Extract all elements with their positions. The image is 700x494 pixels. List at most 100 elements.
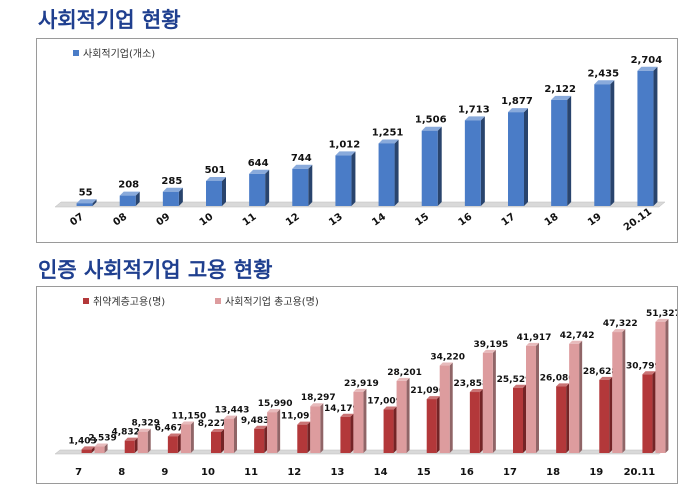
x-tick-label: 14 — [374, 467, 388, 478]
bar-top — [569, 340, 583, 344]
x-tick-label: 15 — [417, 467, 431, 478]
data-label: 644 — [248, 158, 269, 169]
bar-vulnerable — [211, 431, 221, 453]
bar-side — [308, 164, 313, 206]
data-label: 8,227 — [198, 419, 226, 429]
data-label: 14,179 — [324, 404, 359, 414]
bar-side — [406, 377, 410, 453]
bar-side — [221, 428, 224, 453]
bar-top — [310, 403, 324, 407]
legend-swatch-total — [215, 298, 221, 304]
bar-top — [167, 433, 181, 437]
data-label: 28,628 — [583, 367, 618, 377]
bar-top — [206, 176, 226, 181]
bar-total — [396, 380, 407, 453]
bar-total — [526, 345, 536, 453]
bar-top — [642, 371, 656, 375]
bar-top — [464, 116, 485, 121]
bar-top — [249, 169, 270, 174]
bar-side — [622, 329, 626, 453]
bar-top — [594, 80, 615, 85]
x-tick-label: 19 — [586, 211, 604, 228]
bar-side — [91, 446, 95, 453]
bar-side — [653, 66, 658, 206]
x-tick-label: 18 — [546, 467, 560, 478]
bar-side — [579, 340, 583, 453]
data-label: 1,012 — [329, 139, 361, 150]
data-label: 30,799 — [626, 361, 661, 371]
data-label: 47,322 — [603, 319, 638, 329]
bar-top — [637, 66, 658, 71]
data-label: 6,467 — [155, 423, 183, 433]
x-tick-label: 17 — [503, 467, 517, 478]
bar — [508, 112, 524, 206]
x-tick-label: 11 — [244, 467, 258, 478]
bar-side — [351, 151, 356, 206]
bar-top — [76, 199, 97, 204]
bar-side — [480, 116, 485, 206]
bar-vulnerable — [642, 374, 653, 453]
bar-top — [340, 413, 354, 417]
x-tick-label: 10 — [201, 467, 215, 478]
bar-side — [92, 199, 97, 206]
bar-top — [599, 376, 613, 380]
bar-top — [180, 421, 194, 425]
bar-top — [556, 383, 570, 387]
data-label: 51,327 — [646, 309, 677, 319]
bar-top — [335, 151, 356, 156]
data-label: 23,919 — [344, 379, 379, 389]
bar-side — [437, 126, 442, 206]
bar-vulnerable — [513, 387, 523, 453]
bar-side — [320, 403, 324, 453]
bar-top — [439, 362, 453, 366]
bar-side — [265, 169, 270, 206]
data-label: 17,009 — [367, 397, 402, 407]
legend-swatch-enterprises — [73, 50, 79, 56]
x-tick-label: 8 — [118, 467, 125, 478]
bar-side — [536, 342, 539, 453]
data-label: 28,201 — [387, 368, 422, 378]
x-tick-label: 20.11 — [622, 206, 654, 233]
bar-side — [177, 433, 181, 453]
bar-total — [310, 406, 321, 453]
chart-floor — [54, 201, 666, 208]
bar-side — [393, 406, 397, 453]
data-label: 4,832 — [111, 428, 139, 438]
data-label: 26,086 — [540, 373, 575, 383]
data-label: 18,297 — [301, 393, 336, 403]
data-label: 15,990 — [258, 399, 293, 409]
x-tick-label: 15 — [413, 211, 431, 228]
bar-vulnerable — [426, 399, 437, 453]
data-label: 208 — [118, 180, 139, 191]
bar — [162, 191, 179, 206]
enterprises-chart-panel: 사회적기업(개소) 55 07 208 08 285 09 501 10 644 11 744 12 1,… — [36, 38, 678, 243]
data-label: 501 — [205, 165, 226, 176]
bar — [292, 168, 309, 206]
data-label: 25,529 — [497, 375, 532, 385]
bar — [594, 84, 611, 206]
bar-top — [551, 95, 572, 100]
bar-side — [104, 443, 108, 453]
bar-side — [134, 437, 138, 453]
bar — [335, 155, 352, 206]
bar-side — [436, 396, 440, 453]
bar-top — [426, 396, 440, 400]
bar-vulnerable — [556, 386, 567, 453]
x-tick-label: 12 — [284, 211, 302, 228]
x-tick-label: 14 — [370, 211, 388, 228]
bar — [76, 203, 93, 206]
bar — [421, 130, 438, 206]
bar-top — [469, 389, 483, 393]
bar-top — [378, 139, 399, 144]
bar — [637, 70, 654, 206]
legend-swatch-vulnerable — [83, 298, 89, 304]
data-label: 1,506 — [415, 115, 447, 126]
bar-side — [523, 384, 526, 453]
bar-side — [449, 362, 453, 453]
bar-side — [222, 176, 226, 206]
bar-total — [353, 391, 364, 453]
legend-label-enterprises: 사회적기업(개소) — [83, 47, 155, 60]
bar — [464, 120, 481, 206]
chart-title-enterprises: 사회적기업 현황 — [38, 8, 181, 32]
bar-side — [234, 415, 237, 453]
